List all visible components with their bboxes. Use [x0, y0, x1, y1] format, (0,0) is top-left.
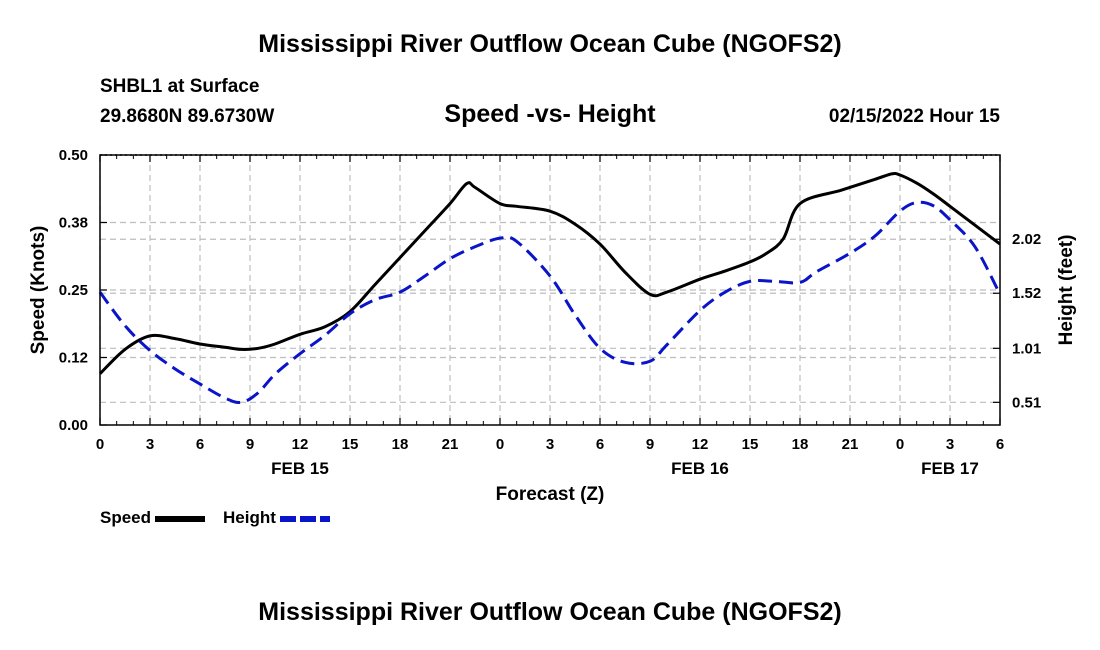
x-tick-label: 15 [342, 436, 359, 453]
x-tick-label: 9 [646, 436, 654, 453]
x-axis-label: Forecast (Z) [496, 484, 605, 505]
x-tick-label: 21 [442, 436, 459, 453]
legend-height-label: Height [223, 508, 276, 527]
x-tick-label: 0 [896, 436, 904, 453]
legend-height-swatch [279, 516, 330, 522]
y2-tick-label: 1.52 [1012, 285, 1041, 302]
y-tick-label: 0.38 [59, 215, 88, 232]
chart-svg: 0 3 6 9 12 15 18 21 0 3 6 9 12 15 18 21 0 3 6 FEB 15 FEB 16 F… [28, 147, 1077, 505]
y-tick-label: 0.50 [59, 147, 88, 164]
date-label: FEB 15 [271, 459, 329, 478]
y2-tick-label: 1.01 [1012, 340, 1041, 357]
main-title: Mississippi River Outflow Ocean Cube (NG… [258, 30, 842, 58]
x-tick-label: 0 [96, 436, 104, 453]
x-tick-label: 12 [692, 436, 709, 453]
y-axis-label: Speed (Knots) [28, 226, 49, 355]
y-tick-label: 0.00 [59, 417, 88, 434]
date-label: FEB 17 [921, 459, 979, 478]
y-tick-label: 0.25 [59, 282, 88, 299]
y-tick-label: 0.12 [59, 350, 88, 367]
x-tick-label: 15 [742, 436, 759, 453]
chart-subtitle: Speed -vs- Height [444, 100, 656, 128]
y2-axis-label: Height (feet) [1056, 235, 1077, 346]
x-tick-label: 0 [496, 436, 504, 453]
x-tick-label: 18 [392, 436, 409, 453]
y2-tick-label: 0.51 [1012, 394, 1041, 411]
coordinates-label: 29.8680N 89.6730W [100, 106, 275, 127]
grid-layer [99, 154, 1001, 425]
x-tick-label: 3 [946, 436, 954, 453]
x-tick-label: 6 [196, 436, 204, 453]
x-tick-label: 12 [292, 436, 309, 453]
datetime-label: 02/15/2022 Hour 15 [828, 106, 1000, 127]
legend: Speed Height [100, 508, 332, 528]
series-layer [98, 172, 1002, 405]
legend-speed-swatch [155, 516, 206, 522]
x-tick-label: 3 [146, 436, 154, 453]
x-tick-label: 9 [246, 436, 254, 453]
footer-title: Mississippi River Outflow Ocean Cube (NG… [258, 598, 842, 626]
tick-layer: 0 3 6 9 12 15 18 21 0 3 6 9 12 15 18 21 0 3 6 FEB 15 FEB 16 F… [59, 147, 1041, 478]
x-tick-label: 21 [842, 436, 859, 453]
x-tick-label: 3 [546, 436, 554, 453]
y2-tick-label: 2.02 [1012, 231, 1041, 248]
x-tick-label: 6 [596, 436, 604, 453]
x-tick-label: 6 [996, 436, 1004, 453]
date-label: FEB 16 [671, 459, 729, 478]
x-tick-label: 18 [792, 436, 809, 453]
legend-speed-label: Speed [100, 508, 152, 527]
series-line-speed [98, 172, 1001, 375]
station-label: SHBL1 at Surface [100, 76, 260, 97]
series-line-height [98, 200, 1002, 405]
